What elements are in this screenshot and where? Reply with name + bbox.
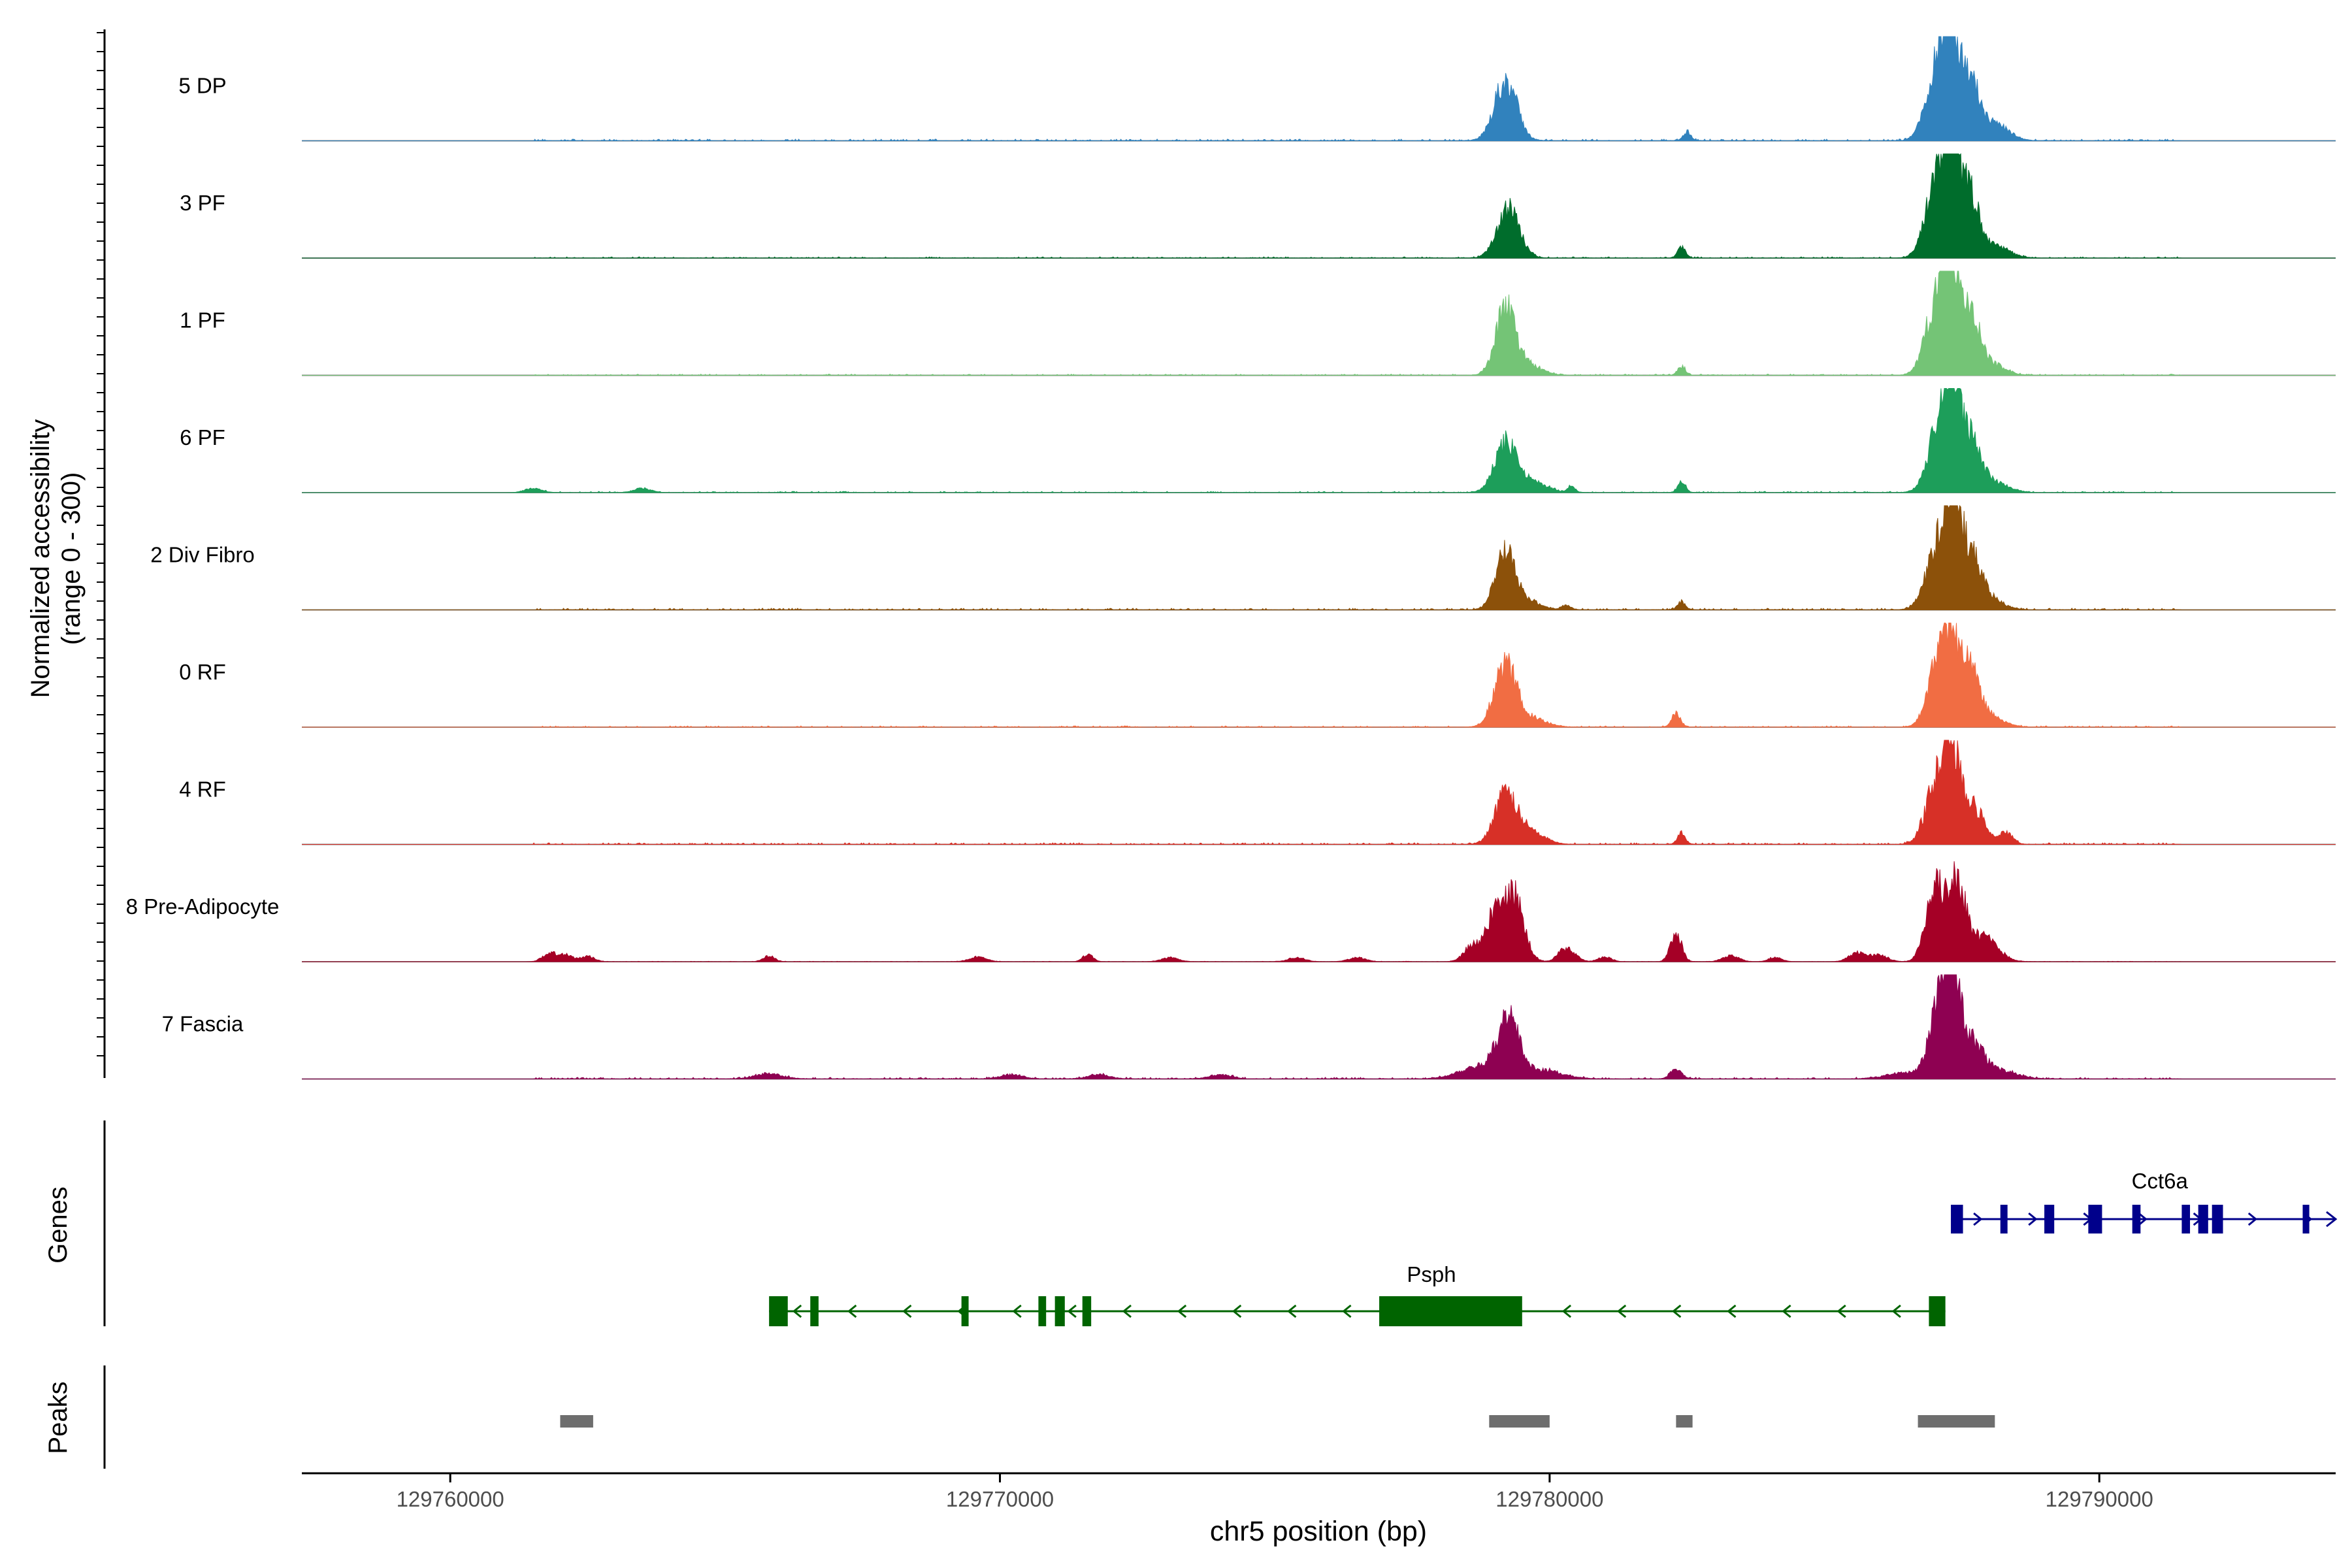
coverage-area bbox=[302, 861, 2336, 962]
gene-exon bbox=[1038, 1296, 1047, 1326]
gene-exon bbox=[2132, 1205, 2141, 1233]
strand-arrow bbox=[1616, 1304, 1627, 1318]
x-tick-label: 129780000 bbox=[1495, 1487, 1603, 1511]
gene-exon bbox=[769, 1296, 788, 1326]
track-label: 4 RF bbox=[179, 777, 226, 802]
gene-exon bbox=[2212, 1205, 2223, 1233]
coverage-area bbox=[302, 36, 2336, 142]
gene-exon bbox=[2000, 1205, 2008, 1233]
strand-arrow bbox=[902, 1304, 912, 1318]
track-3-pf: 3 PF bbox=[180, 153, 2336, 259]
peak-region bbox=[1489, 1415, 1550, 1428]
strand-arrow bbox=[1012, 1304, 1022, 1318]
track-5-dp: 5 DP bbox=[178, 36, 2336, 142]
genes-panel-label: Genes bbox=[44, 1186, 73, 1264]
gene-label: Psph bbox=[1407, 1262, 1456, 1286]
gene-exon bbox=[2044, 1205, 2055, 1233]
coverage-area bbox=[302, 270, 2336, 376]
peak-region bbox=[1918, 1415, 1995, 1428]
gene-exon bbox=[810, 1296, 819, 1326]
track-label: 3 PF bbox=[180, 191, 225, 215]
track-8-pre-adipocyte: 8 Pre-Adipocyte bbox=[126, 861, 2336, 962]
x-tick-label: 129790000 bbox=[2046, 1487, 2153, 1511]
gene-label: Cct6a bbox=[2132, 1169, 2189, 1193]
strand-arrow bbox=[1122, 1304, 1132, 1318]
strand-arrow bbox=[1177, 1304, 1187, 1318]
gene-exon bbox=[2302, 1205, 2310, 1233]
gene-exon bbox=[2181, 1205, 2191, 1233]
peak-region bbox=[560, 1415, 593, 1428]
track-label: 1 PF bbox=[180, 308, 225, 333]
track-2-div-fibro: 2 Div Fibro bbox=[150, 504, 2336, 611]
strand-arrow bbox=[1561, 1304, 1572, 1318]
gene-exon bbox=[1082, 1296, 1092, 1326]
track-1-pf: 1 PF bbox=[180, 270, 2336, 376]
track-6-pf: 6 PF bbox=[180, 388, 2336, 493]
strand-arrow bbox=[1782, 1304, 1791, 1318]
strand-arrow bbox=[1232, 1304, 1242, 1318]
peaks-panel-label: Peaks bbox=[44, 1381, 73, 1454]
gene-annotations: Cct6a Psph bbox=[769, 1169, 2338, 1326]
x-axis-label: chr5 position (bp) bbox=[1210, 1516, 1427, 1547]
x-tick-label: 129770000 bbox=[946, 1487, 1054, 1511]
track-label: 0 RF bbox=[179, 660, 226, 684]
track-0-rf: 0 RF bbox=[179, 623, 2336, 728]
strand-arrow bbox=[1342, 1304, 1352, 1318]
coverage-area bbox=[302, 740, 2336, 845]
strand-arrow bbox=[1973, 1212, 1983, 1226]
gene-cct6a: Cct6a bbox=[1951, 1169, 2338, 1233]
track-label: 2 Div Fibro bbox=[150, 543, 255, 567]
gene-exon bbox=[2198, 1205, 2208, 1233]
strand-arrow bbox=[2247, 1212, 2258, 1226]
x-axis-ticks: 129760000 129770000 129780000 129790000 bbox=[397, 1473, 2153, 1511]
track-4-rf: 4 RF bbox=[179, 740, 2336, 845]
gene-psph: Psph bbox=[769, 1262, 1946, 1326]
strand-arrow bbox=[792, 1304, 802, 1318]
gene-exon bbox=[1929, 1296, 1946, 1326]
strand-arrow bbox=[2138, 1212, 2148, 1226]
strand-arrow bbox=[1067, 1304, 1077, 1318]
gene-exon bbox=[1054, 1296, 1065, 1326]
peak-regions bbox=[560, 1415, 1995, 1428]
y-axis-label: Normalized accessibility bbox=[26, 419, 55, 698]
gene-exon bbox=[961, 1296, 969, 1326]
track-7-fascia: 7 Fascia bbox=[162, 974, 2336, 1080]
x-tick-label: 129760000 bbox=[397, 1487, 504, 1511]
coverage-area bbox=[302, 504, 2336, 611]
peak-region bbox=[1676, 1415, 1693, 1428]
strand-arrow bbox=[1891, 1304, 1901, 1318]
track-label: 5 DP bbox=[178, 74, 226, 98]
strand-arrow bbox=[1727, 1304, 1737, 1318]
strand-arrow bbox=[847, 1304, 857, 1318]
strand-arrow-end bbox=[2326, 1211, 2338, 1228]
coverage-area bbox=[302, 974, 2336, 1080]
track-label: 7 Fascia bbox=[162, 1012, 244, 1036]
coverage-area bbox=[302, 153, 2336, 259]
track-label: 6 PF bbox=[180, 425, 225, 449]
y-axis-label-range: (range 0 - 300) bbox=[57, 472, 86, 645]
strand-arrow bbox=[1287, 1304, 1297, 1318]
coverage-area bbox=[302, 388, 2336, 493]
strand-arrow bbox=[2028, 1212, 2038, 1226]
gene-exon bbox=[1951, 1205, 1963, 1233]
strand-arrow bbox=[1672, 1304, 1682, 1318]
y-axis-ticks bbox=[97, 32, 105, 1056]
coverage-tracks: 5 DP 3 PF 1 PF 6 PF 2 Div Fibro 0 RF 4 RF 8 Pre… bbox=[126, 36, 2336, 1080]
track-label: 8 Pre-Adipocyte bbox=[126, 894, 280, 919]
strand-arrow bbox=[1837, 1304, 1846, 1318]
gene-exon bbox=[2088, 1205, 2102, 1233]
gene-exon bbox=[1379, 1296, 1522, 1326]
coverage-area bbox=[302, 623, 2336, 728]
